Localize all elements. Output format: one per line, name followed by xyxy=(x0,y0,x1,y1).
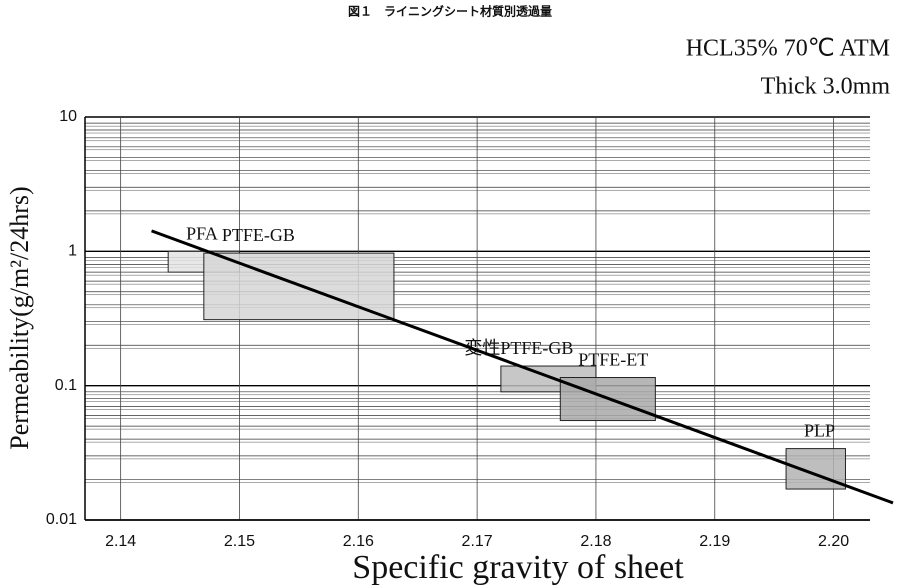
y-tick-label: 0.1 xyxy=(55,377,77,394)
x-tick-label: 2.17 xyxy=(462,533,493,550)
x-tick-label: 2.19 xyxy=(699,533,730,550)
box-label: PTFE-GB xyxy=(222,225,295,245)
note: Thick 3.0mm xyxy=(761,74,891,100)
y-tick-label: 0.01 xyxy=(46,511,77,528)
y-tick-label: 10 xyxy=(59,108,77,125)
trend-line xyxy=(151,229,894,505)
chart-title: 図１ ライニングシート材質別透過量 xyxy=(348,4,552,19)
box-label: PFA xyxy=(186,223,218,243)
x-tick-label: 2.18 xyxy=(580,533,611,550)
x-tick-label: 2.14 xyxy=(105,533,136,550)
x-axis-label: Specific gravity of sheet xyxy=(352,549,684,586)
x-tick-label: 2.16 xyxy=(343,533,374,550)
box-label: PLP xyxy=(804,421,835,441)
box-label: PTFE-ET xyxy=(578,350,648,370)
x-tick-label: 2.15 xyxy=(224,533,255,550)
range-box xyxy=(559,377,656,422)
y-axis-label: Permeability(g/m²/24hrs) xyxy=(5,186,34,449)
y-tick-label: 1 xyxy=(68,243,77,260)
box-label: 変性PTFE-GB xyxy=(464,338,573,358)
subtitle: HCL35% 70℃ ATM xyxy=(686,36,890,62)
x-tick-label: 2.20 xyxy=(818,533,849,550)
